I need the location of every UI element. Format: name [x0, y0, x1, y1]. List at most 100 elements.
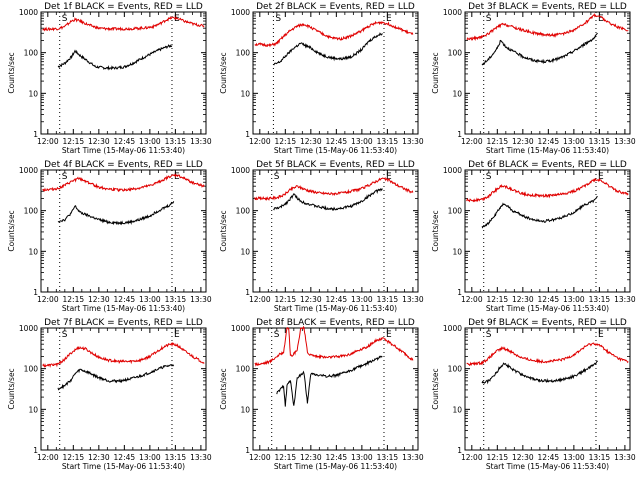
panel-title: Det 1f BLACK = Events, RED = LLD [44, 2, 203, 12]
time-marker-label: E [598, 172, 604, 182]
x-tick-label: 13:00 [563, 137, 585, 146]
time-marker-label: S [486, 14, 492, 24]
series-lld-line [466, 13, 629, 42]
x-tick-label: 13:30 [190, 137, 212, 146]
x-tick-label: 12:15 [63, 453, 85, 462]
plot-frame [464, 11, 631, 135]
panel-title: Det 3f BLACK = Events, RED = LLD [468, 2, 627, 12]
panel-3: Det 3f BLACK = Events, RED = LLD 1 10 100 10… [431, 2, 636, 155]
panel-title: Det 5f BLACK = Events, RED = LLD [256, 160, 415, 170]
x-tick-label: 12:45 [326, 295, 348, 304]
y-tick-label: 1 [457, 446, 462, 455]
time-marker-label: E [386, 172, 392, 182]
series-events-line [481, 196, 598, 229]
x-tick-label: 12:30 [300, 453, 322, 462]
y-tick-label: 100 [236, 365, 251, 374]
y-tick-label: 1000 [231, 324, 250, 333]
plot-frame [40, 11, 207, 135]
x-tick-label: 12:15 [487, 295, 509, 304]
plot-frame [252, 11, 419, 135]
x-tick-label: 12:00 [37, 295, 59, 304]
panel-5: Det 5f BLACK = Events, RED = LLD 1 10 100 10… [219, 160, 424, 313]
y-tick-label: 10 [452, 247, 462, 256]
y-tick-label: 1 [457, 288, 462, 297]
time-marker-label: S [62, 172, 68, 182]
series-events-line [273, 32, 383, 66]
x-tick-label: 13:15 [165, 137, 187, 146]
x-tick-label: 13:00 [563, 453, 585, 462]
y-tick-label: 100 [236, 207, 251, 216]
x-tick-label: 12:30 [300, 295, 322, 304]
x-tick-label: 13:00 [351, 295, 373, 304]
y-tick-label: 1 [457, 130, 462, 139]
x-tick-label: 12:30 [88, 295, 110, 304]
x-tick-label: 12:00 [461, 295, 483, 304]
series-events-line [276, 355, 383, 407]
time-marker-label: E [386, 14, 392, 24]
x-tick-label: 12:15 [63, 295, 85, 304]
y-axis-label: Counts/sec [431, 368, 440, 409]
y-axis-label: Counts/sec [219, 52, 228, 93]
x-tick-label: 13:30 [614, 137, 636, 146]
panel-title: Det 7f BLACK = Events, RED = LLD [44, 318, 203, 328]
x-tick-label: 12:00 [249, 453, 271, 462]
x-tick-label: 12:15 [275, 453, 297, 462]
y-tick-label: 1000 [19, 8, 38, 17]
y-tick-label: 10 [240, 247, 250, 256]
x-tick-label: 13:15 [377, 295, 399, 304]
series-events-line [481, 360, 598, 385]
y-tick-label: 1 [33, 130, 38, 139]
x-tick-label: 12:45 [538, 453, 560, 462]
y-tick-label: 100 [236, 49, 251, 58]
panel-title: Det 9f BLACK = Events, RED = LLD [468, 318, 627, 328]
x-tick-label: 13:30 [190, 453, 212, 462]
x-tick-label: 13:15 [377, 453, 399, 462]
x-tick-label: 12:30 [88, 453, 110, 462]
y-tick-label: 10 [240, 89, 250, 98]
x-tick-label: 13:00 [139, 295, 161, 304]
series-lld-line [254, 325, 414, 367]
y-axis-label: Counts/sec [219, 368, 228, 409]
y-tick-label: 1 [245, 130, 250, 139]
time-marker-label: E [386, 330, 392, 340]
panel-6: Det 6f BLACK = Events, RED = LLD 1 10 100 10… [431, 160, 636, 313]
x-axis-label: Start Time (15-May-06 11:53:40) [486, 462, 609, 471]
x-tick-label: 12:30 [512, 137, 534, 146]
x-axis-label: Start Time (15-May-06 11:53:40) [62, 462, 185, 471]
y-tick-label: 100 [448, 365, 463, 374]
time-marker-label: S [274, 330, 280, 340]
panel-title: Det 8f BLACK = Events, RED = LLD [256, 318, 415, 328]
x-tick-label: 13:30 [402, 295, 424, 304]
series-lld-line [42, 15, 205, 32]
y-tick-label: 1 [245, 446, 250, 455]
x-tick-label: 13:00 [351, 453, 373, 462]
series-events-line [57, 364, 175, 391]
x-tick-label: 12:00 [37, 453, 59, 462]
x-tick-label: 13:15 [377, 137, 399, 146]
x-axis-label: Start Time (15-May-06 11:53:40) [274, 146, 397, 155]
y-tick-label: 1 [245, 288, 250, 297]
y-tick-label: 10 [452, 405, 462, 414]
panel-4: Det 4f BLACK = Events, RED = LLD 1 10 100 10… [7, 160, 212, 313]
x-axis-label: Start Time (15-May-06 11:53:40) [486, 146, 609, 155]
x-axis-label: Start Time (15-May-06 11:53:40) [62, 304, 185, 313]
x-tick-label: 13:30 [190, 295, 212, 304]
y-tick-label: 1000 [19, 166, 38, 175]
y-axis-label: Counts/sec [7, 210, 16, 251]
y-tick-label: 10 [28, 247, 38, 256]
x-tick-label: 12:45 [326, 137, 348, 146]
plot-frame [252, 169, 419, 293]
x-tick-label: 12:15 [275, 137, 297, 146]
x-tick-label: 12:00 [249, 137, 271, 146]
time-marker-label: S [486, 172, 492, 182]
x-tick-label: 12:30 [512, 295, 534, 304]
x-tick-label: 13:00 [139, 137, 161, 146]
y-tick-label: 1000 [443, 166, 462, 175]
x-tick-label: 12:00 [37, 137, 59, 146]
x-tick-label: 13:15 [589, 295, 611, 304]
series-events-line [57, 44, 173, 71]
x-tick-label: 12:30 [88, 137, 110, 146]
y-tick-label: 100 [448, 207, 463, 216]
time-marker-label: E [598, 14, 604, 24]
x-tick-label: 12:30 [300, 137, 322, 146]
